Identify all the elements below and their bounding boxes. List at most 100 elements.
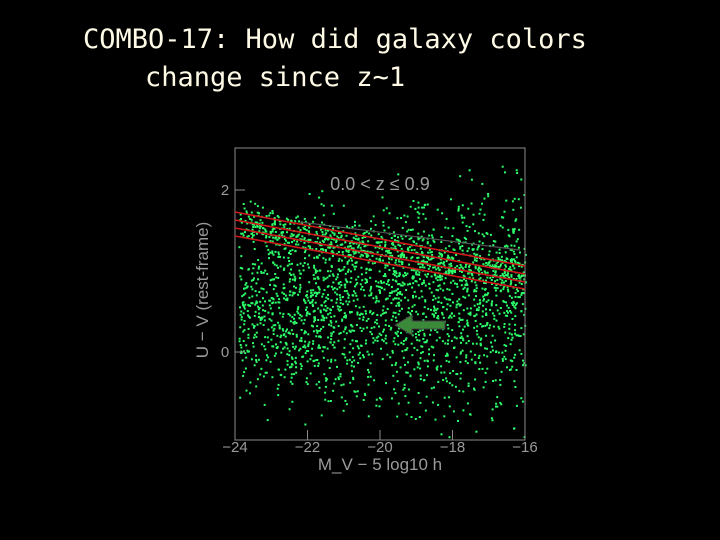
point [389,356,392,359]
point [326,347,329,350]
point [249,381,252,384]
point [424,273,427,276]
point [424,261,427,263]
point [275,243,278,246]
point [508,327,511,330]
point [456,300,459,303]
point [455,238,458,241]
point [457,208,460,210]
point [324,300,327,302]
point [513,228,515,231]
point [396,250,399,253]
point [417,330,420,333]
point [343,266,346,269]
point [506,245,509,248]
point [357,361,360,364]
point [283,292,286,295]
point [362,399,365,401]
point [291,294,294,297]
point [379,286,382,289]
point [412,282,415,285]
point [351,361,353,364]
point [264,310,267,312]
point [499,401,502,404]
point [466,229,469,232]
point [403,383,406,386]
point [265,245,268,248]
point [333,315,336,318]
point [302,346,305,348]
point [261,316,264,319]
point [443,282,446,285]
point [432,298,435,301]
point [251,323,254,326]
point [459,263,462,266]
point [274,220,276,223]
point [258,224,261,227]
point [444,247,447,250]
point [276,238,279,241]
point [292,273,295,276]
point [240,310,243,313]
point [503,268,506,271]
point [324,258,327,261]
point [363,232,366,234]
point [332,281,335,284]
point [509,248,512,251]
point [406,230,409,233]
point [318,335,320,338]
point [396,415,399,418]
point [504,358,507,361]
point [332,274,335,277]
point [402,340,405,342]
point [511,200,514,203]
point [524,364,527,367]
point [459,175,462,178]
point [417,216,420,219]
point [332,246,335,249]
point [245,210,248,213]
point [459,337,462,339]
point [341,296,344,298]
point [449,281,452,284]
point [290,220,293,223]
point [356,345,359,348]
point [408,246,411,249]
point [330,332,333,335]
point [478,240,481,243]
point [454,269,456,272]
point [460,265,463,268]
point [436,279,439,282]
point [430,275,433,278]
point [369,289,372,292]
point [398,273,401,276]
point [368,268,371,271]
point [436,316,439,319]
point [344,328,347,331]
point [384,337,387,340]
fit-line [234,235,526,290]
point [293,292,296,294]
point [343,338,346,341]
point [459,270,461,272]
point [457,419,459,422]
point [478,278,481,281]
point [253,223,256,226]
point [400,260,403,263]
point [266,336,269,339]
point [383,229,386,232]
point [374,261,376,264]
point [317,346,320,349]
point [369,330,372,333]
point [411,334,414,337]
point [356,238,359,241]
point [448,263,451,266]
point [328,257,331,260]
point [447,298,450,301]
point [329,270,332,273]
point [299,313,302,316]
point [355,283,358,286]
point [388,269,391,271]
point [514,261,517,264]
point [495,350,498,353]
